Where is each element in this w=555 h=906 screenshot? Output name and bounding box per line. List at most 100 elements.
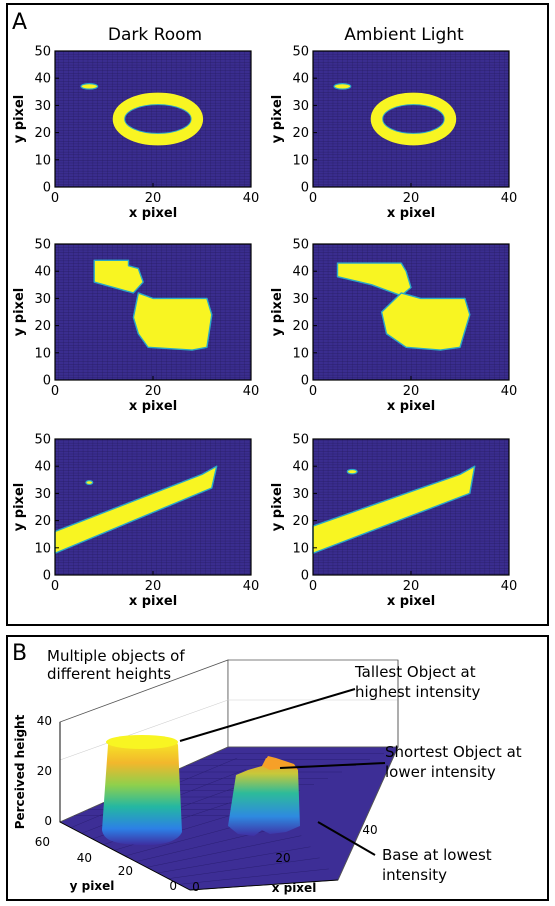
y-tick-label: 50 — [292, 238, 309, 253]
heatmap-polygon-object — [132, 292, 213, 351]
grid-line — [59, 699, 229, 761]
x-axis-label: x pixel — [129, 594, 177, 609]
y-tick-label: 30 — [292, 292, 309, 307]
y-tick-label: 0 — [43, 181, 51, 196]
x-tick-label: 20 — [275, 851, 290, 865]
heatmap-ring-object — [370, 92, 457, 146]
y-tick-label: 40 — [34, 265, 51, 280]
heatmap-blob-object — [333, 83, 352, 90]
y-tick-label: 10 — [292, 153, 309, 168]
y-tick-label: 40 — [34, 72, 51, 87]
heatmap-polygon-object — [380, 292, 471, 351]
heatmap-panel: 0 20 40 0 10 20 30 40 50 x pixel y pixel — [270, 433, 517, 610]
x-tick-label: 40 — [243, 579, 260, 594]
heatmap-blob-object — [346, 468, 358, 475]
y-tick-label: 0 — [43, 569, 51, 584]
x-tick-label: 40 — [243, 191, 260, 206]
y-tick-label: 0 — [301, 374, 309, 389]
heatmap-ring-object — [112, 92, 204, 146]
y-tick-label: 40 — [77, 851, 92, 865]
x-axis-label: x pixel — [387, 399, 435, 414]
axis-x-edge — [189, 879, 339, 891]
surface-plot: 0 20 40 Perceived height 60 40 20 0 y pi… — [13, 659, 399, 895]
axis-y-edge — [59, 821, 191, 891]
y-tick-label: 10 — [34, 153, 51, 168]
z-tick-label: 0 — [44, 814, 52, 828]
annotation-shortest-line1: Shortest Object at — [385, 743, 522, 761]
y-tick-label: 30 — [34, 292, 51, 307]
x-tick-label: 40 — [501, 384, 518, 399]
y-tick-label: 10 — [292, 541, 309, 556]
heatmap-blob-object — [80, 83, 99, 90]
x-tick-label: 20 — [145, 579, 162, 594]
x-axis-label: x pixel — [387, 594, 435, 609]
x-axis-label: x pixel — [387, 206, 435, 221]
y-axis-label: y pixel — [270, 95, 285, 143]
heatmap-polygon-object — [336, 262, 412, 297]
y-tick-label: 50 — [34, 433, 51, 448]
x-tick-label: 0 — [309, 384, 317, 399]
y-axis-label: y pixel — [270, 288, 285, 336]
y-tick-label: 50 — [34, 238, 51, 253]
heatmap-background — [55, 51, 251, 187]
y-tick-label: 10 — [292, 346, 309, 361]
y-tick-label: 0 — [301, 569, 309, 584]
y-tick-label: 30 — [292, 487, 309, 502]
z-tick-label: 20 — [37, 764, 52, 778]
y-tick-label: 0 — [43, 374, 51, 389]
x-tick-label: 40 — [362, 823, 377, 837]
heatmap-background — [313, 51, 509, 187]
z-tick-label: 40 — [37, 714, 52, 728]
y-tick-label: 30 — [34, 487, 51, 502]
heatmap-blob-object — [85, 480, 94, 486]
tallest-object — [102, 735, 182, 846]
y-tick-label: 0 — [301, 181, 309, 196]
x-axis-label: x pixel — [129, 399, 177, 414]
annotation-shortest-line2: lower intensity — [385, 763, 496, 781]
y-tick-label: 20 — [34, 514, 51, 529]
annotation-tallest-line1: Tallest Object at — [354, 663, 476, 681]
y-axis-label: y pixel — [12, 483, 27, 531]
y-tick-label: 20 — [34, 319, 51, 334]
y-axis-label: y pixel — [12, 288, 27, 336]
x-tick-label: 0 — [309, 191, 317, 206]
y-tick-label: 60 — [35, 835, 50, 849]
y-tick-label: 20 — [118, 864, 133, 878]
column-title-dark-room: Dark Room — [108, 25, 202, 45]
y-tick-label: 50 — [34, 45, 51, 60]
panel-a-frame — [6, 3, 549, 626]
x-tick-label: 40 — [501, 579, 518, 594]
y-tick-label: 40 — [34, 460, 51, 475]
x-tick-label: 0 — [51, 191, 59, 206]
heatmap-grid: 0 20 40 0 10 20 30 40 50 x pixel y pixel 0 20 40 0 10 20… — [12, 45, 517, 610]
x-tick-label: 0 — [192, 880, 200, 894]
x-tick-label: 20 — [403, 579, 420, 594]
y-tick-label: 20 — [292, 514, 309, 529]
arrow-base — [317, 821, 376, 856]
x-tick-label: 0 — [51, 384, 59, 399]
x-tick-label: 40 — [501, 191, 518, 206]
heatmap-ring-edge — [382, 104, 445, 134]
y-axis-label: y pixel — [270, 483, 285, 531]
y-tick-label: 40 — [292, 460, 309, 475]
panel-b-frame — [6, 635, 549, 901]
x-tick-label: 40 — [243, 384, 260, 399]
x-axis-label: x pixel — [129, 206, 177, 221]
panel-b-letter: B — [12, 641, 27, 666]
annotation-tallest-line2: highest intensity — [355, 683, 481, 701]
panel-a-letter: A — [12, 10, 27, 35]
heatmap-panel: 0 20 40 0 10 20 30 40 50 x pixel y pixel — [12, 433, 259, 610]
column-title-ambient-light: Ambient Light — [344, 25, 464, 45]
y-tick-label: 20 — [34, 126, 51, 141]
y-tick-label: 0 — [169, 879, 177, 893]
heatmap-panel: 0 20 40 0 10 20 30 40 50 x pixel y pixel — [270, 238, 517, 415]
annotation-base-line1: Base at lowest — [382, 846, 492, 864]
y-tick-label: 10 — [34, 541, 51, 556]
y-tick-label: 20 — [292, 319, 309, 334]
arrow-shortest — [279, 762, 386, 769]
shortest-object-top — [262, 756, 298, 770]
x-tick-label: 0 — [51, 579, 59, 594]
x-tick-label: 20 — [145, 384, 162, 399]
tallest-object-top — [106, 735, 178, 749]
